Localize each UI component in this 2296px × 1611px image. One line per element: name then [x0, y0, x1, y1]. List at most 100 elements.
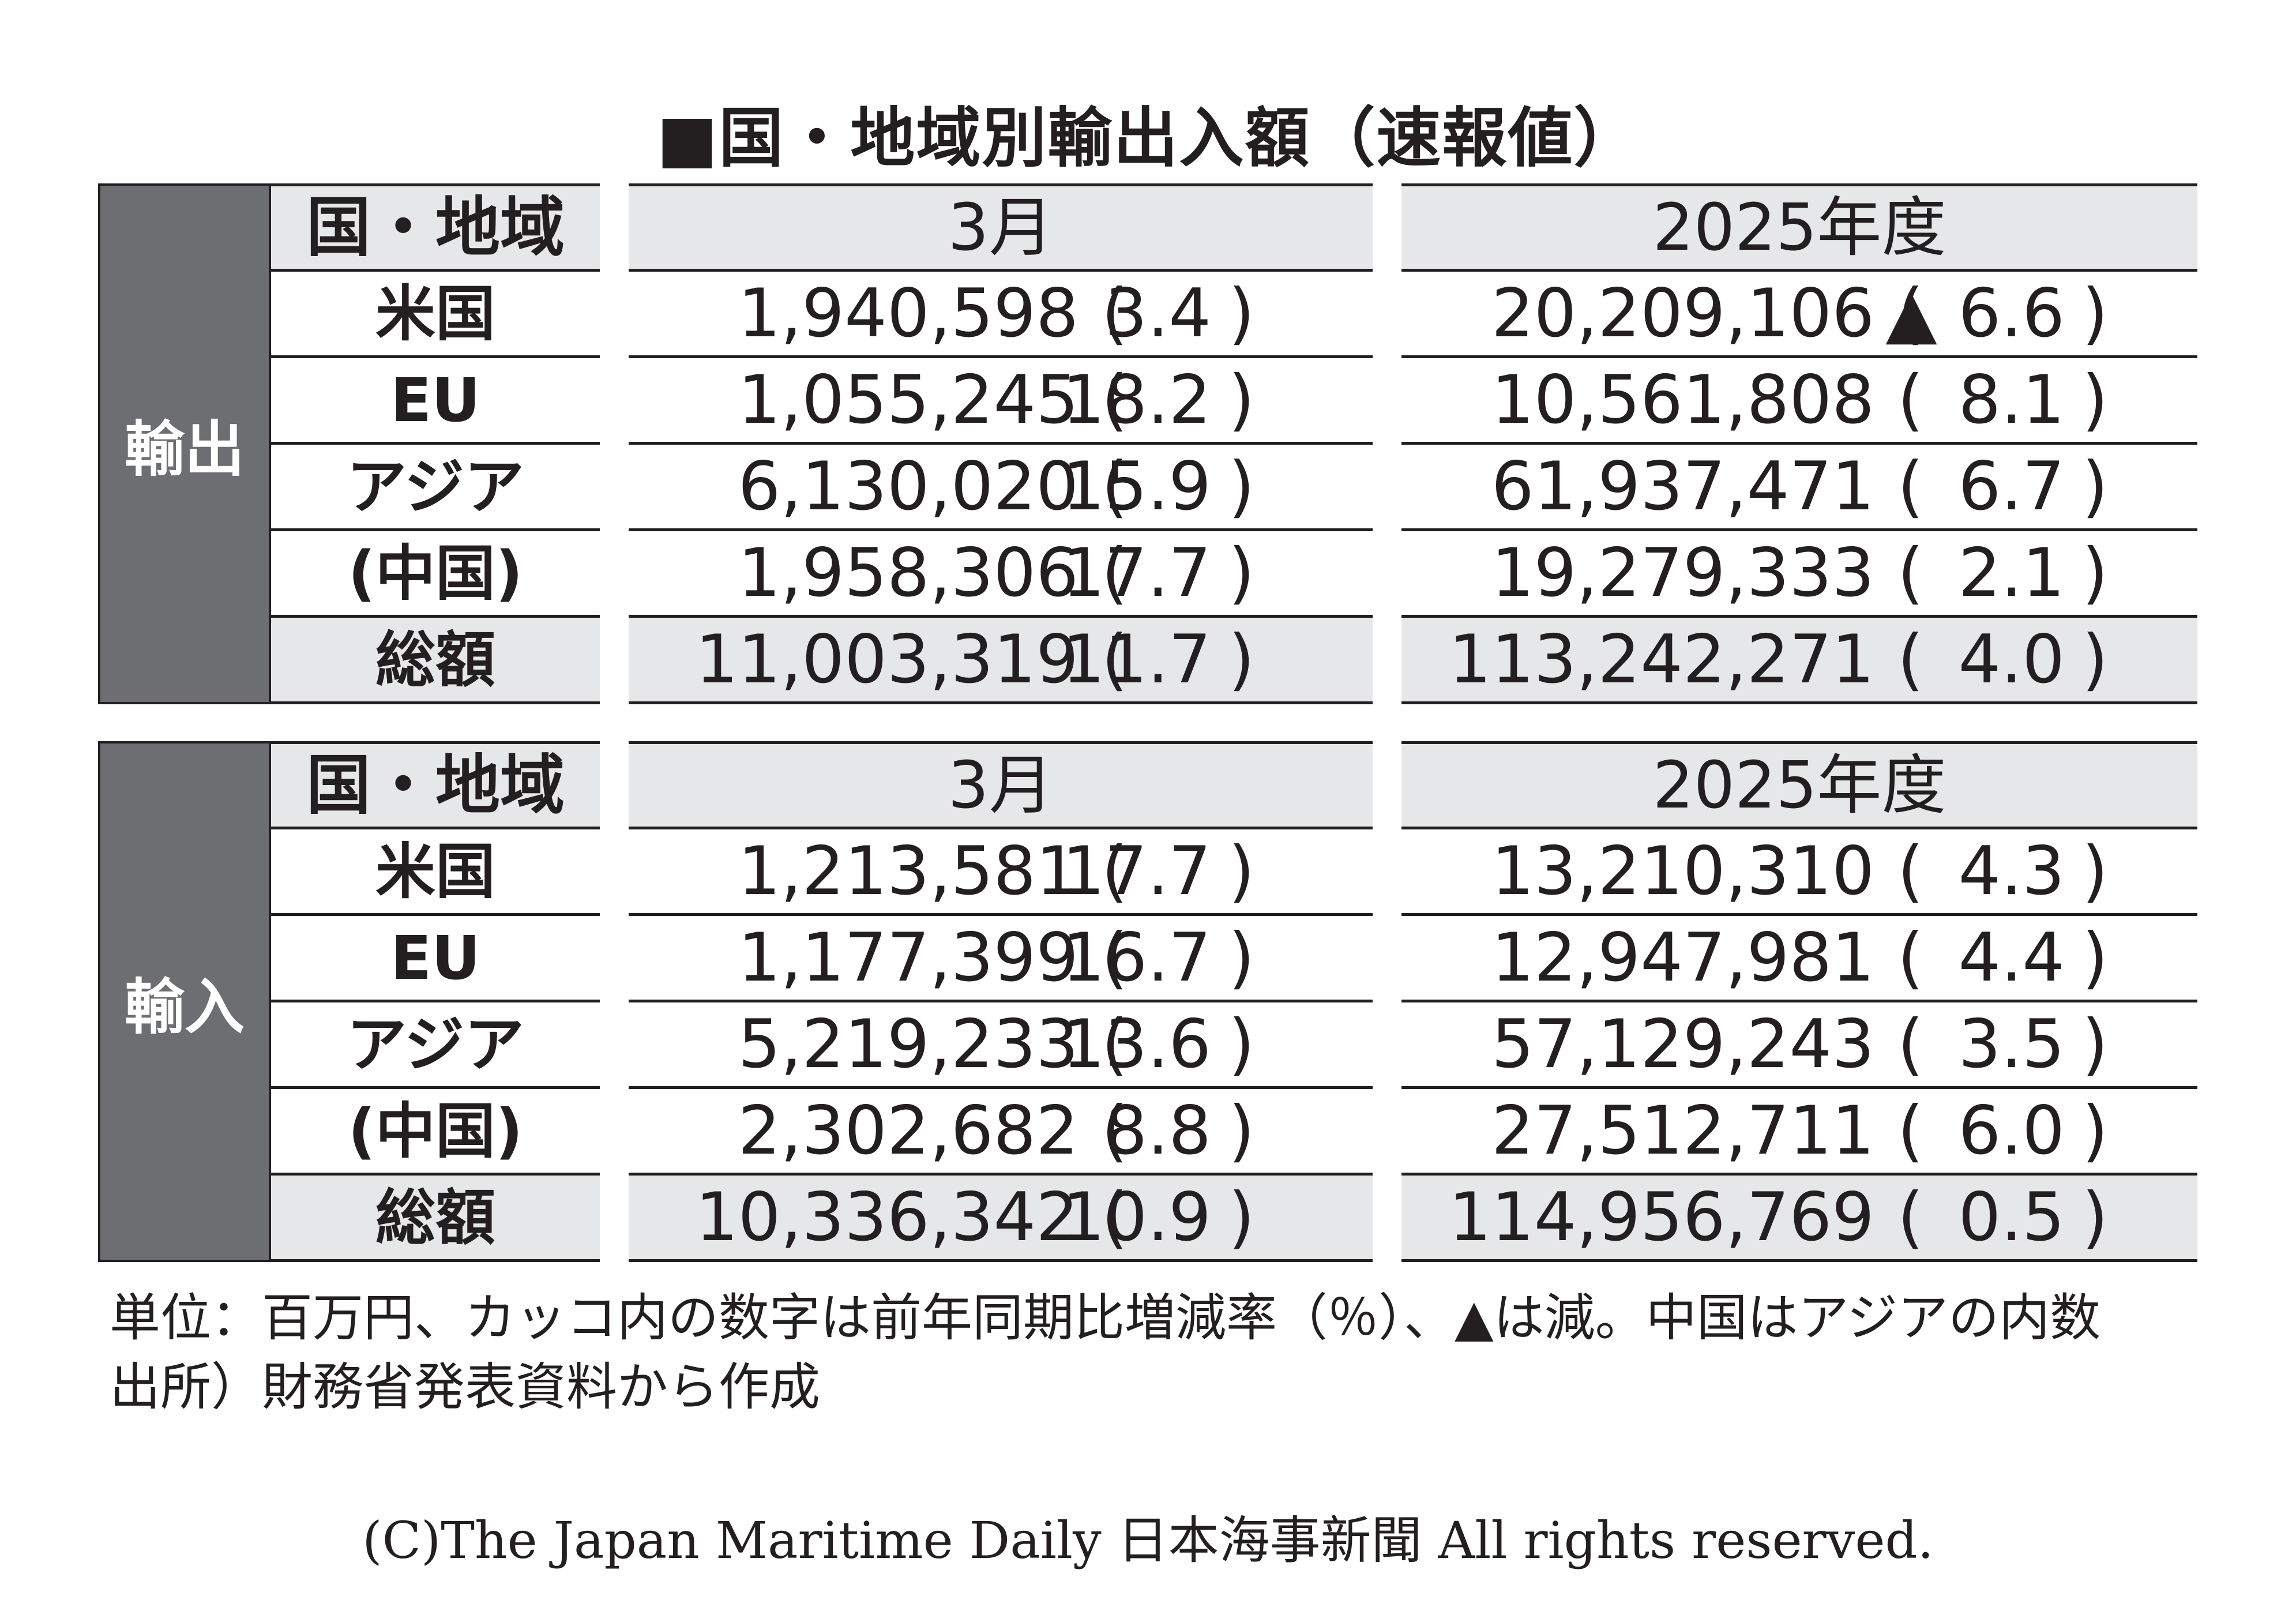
paren-open: (: [1102, 534, 1128, 612]
region-cell: アジア: [271, 445, 600, 531]
fy-value: 113,242,271: [1449, 620, 1874, 699]
march-value: 1,958,306: [738, 534, 1079, 612]
region-cell: (中国): [271, 1089, 600, 1176]
march-value: 11,003,319: [695, 620, 1079, 699]
paren-close: ): [1228, 832, 1255, 910]
paren-close: ): [1228, 274, 1255, 352]
paren-open: (: [1102, 620, 1128, 699]
paren-open: (: [1897, 360, 1924, 439]
paren-open: (: [1102, 1178, 1128, 1256]
paren-close: ): [1228, 360, 1255, 439]
fy-value: 61,937,471: [1491, 447, 1874, 525]
paren-close: ): [1228, 534, 1255, 612]
fy-rate: 4.4: [1958, 918, 2065, 997]
region-cell: (中国): [271, 531, 600, 618]
fy-cell: 61,937,471 (6.7): [1401, 445, 2197, 531]
paren-open: (: [1897, 1178, 1924, 1256]
source-note: 出所）財務省発表資料から作成: [110, 1357, 821, 1417]
fy-cell: 114,956,769 (0.5): [1401, 1176, 2197, 1262]
fy-cell: 113,242,271 (4.0): [1401, 618, 2197, 704]
section-label-import: 輸入: [98, 741, 271, 1262]
march-value: 1,940,598: [738, 274, 1079, 352]
paren-close: ): [1228, 1178, 1255, 1256]
fy-rate: 6.7: [1958, 447, 2065, 525]
fy-value: 20,209,106: [1491, 274, 1874, 352]
paren-open: (: [1897, 447, 1924, 525]
march-cell: 1,213,581 (17.7): [629, 829, 1373, 916]
paren-open: (: [1102, 447, 1128, 525]
march-cell: 6,130,020 (15.9): [629, 445, 1373, 531]
paren-open: (: [1102, 1091, 1128, 1170]
march-cell: 11,003,319 (11.7): [629, 618, 1373, 704]
march-cell: 10,336,342 (10.9): [629, 1176, 1373, 1262]
region-cell: 米国: [271, 272, 600, 358]
paren-open: (: [1897, 1091, 1924, 1170]
march-rate: 15.9: [1062, 447, 1211, 525]
paren-open: (: [1897, 274, 1924, 352]
paren-open: (: [1897, 832, 1924, 910]
fy-value: 27,512,711: [1491, 1091, 1874, 1170]
paren-close: ): [1228, 1005, 1255, 1083]
fy-rate: ▲ 6.6: [1885, 274, 2065, 352]
paren-open: (: [1102, 1005, 1128, 1083]
unit-note: 単位：百万円、カッコ内の数字は前年同期比増減率（％）、▲は減。中国はアジアの内数: [110, 1288, 2101, 1347]
paren-open: (: [1897, 620, 1924, 699]
march-rate: 11.7: [1062, 620, 1211, 699]
paren-close: ): [2082, 360, 2109, 439]
march-rate: 3.4: [1104, 274, 1211, 352]
march-rate: 18.2: [1062, 360, 1211, 439]
paren-open: (: [1897, 918, 1924, 997]
march-rate: 16.7: [1062, 918, 1211, 997]
copyright-notice: (C)The Japan Maritime Daily 日本海事新聞 All r…: [362, 1511, 1934, 1570]
march-value: 5,219,233: [738, 1005, 1079, 1083]
paren-close: ): [1228, 620, 1255, 699]
paren-close: ): [2082, 918, 2109, 997]
march-value: 2,302,682: [738, 1091, 1079, 1170]
march-cell: 1,958,306 (17.7): [629, 531, 1373, 618]
fy-rate: 0.5: [1958, 1178, 2065, 1256]
paren-open: (: [1897, 534, 1924, 612]
header-march: 3月: [629, 183, 1373, 272]
fy-value: 10,561,808: [1491, 360, 1874, 439]
fy-rate: 4.0: [1958, 620, 2065, 699]
fy-value: 114,956,769: [1449, 1178, 1874, 1256]
paren-close: ): [1228, 1091, 1255, 1170]
fy-cell: 20,209,106 (▲ 6.6): [1401, 272, 2197, 358]
region-cell: EU: [271, 358, 600, 445]
paren-close: ): [2082, 832, 2109, 910]
header-fy: 2025年度: [1401, 741, 2197, 829]
section-label-export: 輸出: [98, 183, 271, 704]
header-march: 3月: [629, 741, 1373, 829]
fy-cell: 10,561,808 (8.1): [1401, 358, 2197, 445]
paren-close: ): [2082, 447, 2109, 525]
paren-open: (: [1897, 1005, 1924, 1083]
paren-close: ): [2082, 1005, 2109, 1083]
fy-cell: 13,210,310 (4.3): [1401, 829, 2197, 916]
march-rate: 17.7: [1062, 832, 1211, 910]
paren-open: (: [1102, 832, 1128, 910]
fy-rate: 2.1: [1958, 534, 2065, 612]
march-rate: 10.9: [1062, 1178, 1211, 1256]
march-cell: 5,219,233 (13.6): [629, 1002, 1373, 1089]
region-cell: アジア: [271, 1002, 600, 1089]
march-value: 6,130,020: [738, 447, 1079, 525]
region-cell: EU: [271, 916, 600, 1002]
march-cell: 1,177,399 (16.7): [629, 916, 1373, 1002]
paren-close: ): [2082, 1091, 2109, 1170]
paren-close: ): [1228, 918, 1255, 997]
march-rate: 13.6: [1062, 1005, 1211, 1083]
fy-cell: 57,129,243 (3.5): [1401, 1002, 2197, 1089]
paren-open: (: [1102, 274, 1128, 352]
paren-close: ): [2082, 1178, 2109, 1256]
march-rate: 17.7: [1062, 534, 1211, 612]
page-title: ■国・地域別輸出入額（速報値）: [0, 92, 2296, 185]
fy-cell: 27,512,711 (6.0): [1401, 1089, 2197, 1176]
paren-open: (: [1102, 918, 1128, 997]
header-fy: 2025年度: [1401, 183, 2197, 272]
fy-value: 57,129,243: [1491, 1005, 1874, 1083]
paren-close: ): [1228, 447, 1255, 525]
march-value: 1,177,399: [738, 918, 1079, 997]
region-cell: 米国: [271, 829, 600, 916]
fy-rate: 4.3: [1958, 832, 2065, 910]
fy-rate: 3.5: [1958, 1005, 2065, 1083]
